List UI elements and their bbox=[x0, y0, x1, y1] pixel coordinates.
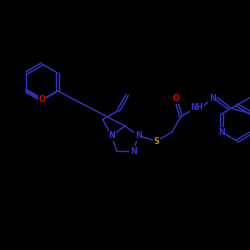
Text: N: N bbox=[108, 131, 115, 140]
Text: N: N bbox=[209, 94, 216, 103]
Text: N: N bbox=[218, 128, 225, 136]
Text: S: S bbox=[154, 136, 159, 145]
Text: O: O bbox=[172, 94, 179, 103]
Text: O: O bbox=[39, 96, 46, 104]
Text: N: N bbox=[130, 147, 136, 156]
Text: NH: NH bbox=[190, 103, 203, 112]
Text: N: N bbox=[135, 131, 142, 140]
